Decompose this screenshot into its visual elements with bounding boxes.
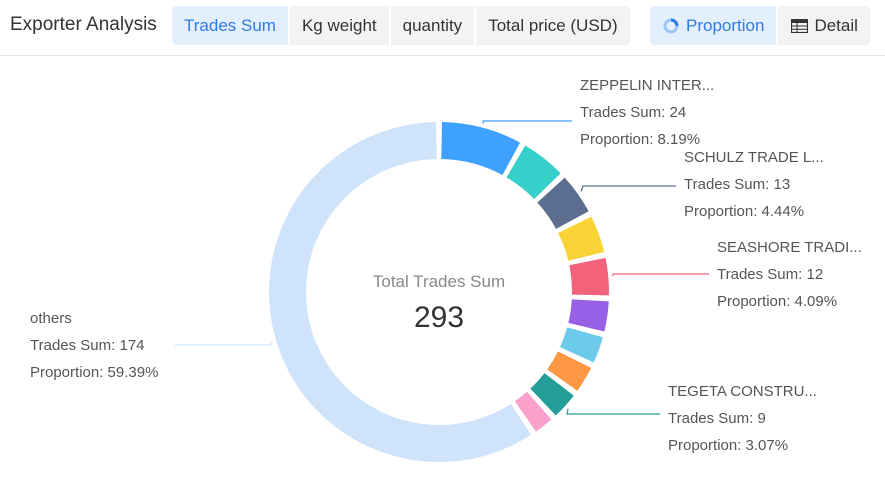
- label-name-0: ZEPPELIN INTER...: [580, 77, 714, 94]
- slice-4[interactable]: [569, 257, 609, 296]
- slice-6[interactable]: [560, 327, 603, 363]
- label-value-10: Trades Sum: 174: [30, 337, 145, 354]
- slice-1[interactable]: [506, 145, 561, 200]
- slice-labels: ZEPPELIN INTER... Trades Sum: 24 Proportio…: [30, 77, 862, 454]
- tab-detail-label: Detail: [814, 16, 858, 35]
- label-proportion-8: Proportion: 3.07%: [668, 437, 788, 454]
- metric-tab-group: Trades Sum Kg weight quantity Total pric…: [172, 6, 630, 45]
- leader-line-2: [580, 185, 676, 192]
- center-title: Total Trades Sum: [373, 272, 505, 291]
- tab-trades-sum[interactable]: Trades Sum: [172, 6, 288, 45]
- label-value-8: Trades Sum: 9: [668, 410, 766, 427]
- page-title: Exporter Analysis: [10, 14, 157, 35]
- leader-line-0: [482, 120, 572, 124]
- leader-line-10: [175, 342, 273, 346]
- slice-10[interactable]: [269, 122, 532, 462]
- label-name-4: SEASHORE TRADI...: [717, 239, 862, 256]
- label-proportion-10: Proportion: 59.39%: [30, 364, 158, 381]
- label-value-0: Trades Sum: 24: [580, 104, 686, 121]
- donut-chart: ZEPPELIN INTER... Trades Sum: 24 Proportio…: [30, 77, 862, 462]
- leader-line-4: [611, 273, 709, 277]
- slice-3[interactable]: [558, 216, 605, 261]
- tab-proportion-label: Proportion: [686, 16, 765, 35]
- slice-2[interactable]: [537, 177, 589, 229]
- tab-kg-weight[interactable]: Kg weight: [287, 6, 389, 45]
- donut-slices: [269, 122, 609, 462]
- label-name-2: SCHULZ TRADE L...: [684, 149, 824, 166]
- label-proportion-0: Proportion: 8.19%: [580, 131, 700, 148]
- center-value: 293: [414, 301, 464, 334]
- tab-proportion[interactable]: Proportion: [650, 6, 777, 45]
- label-name-10: others: [30, 310, 72, 327]
- header-bar: Exporter Analysis Trades Sum Kg weight q…: [0, 0, 885, 56]
- label-value-2: Trades Sum: 13: [684, 176, 790, 193]
- label-value-4: Trades Sum: 12: [717, 266, 823, 283]
- label-proportion-4: Proportion: 4.09%: [717, 293, 837, 310]
- table-icon: [790, 17, 808, 35]
- slice-9[interactable]: [514, 391, 552, 432]
- label-proportion-2: Proportion: 4.44%: [684, 203, 804, 220]
- slice-7[interactable]: [547, 351, 592, 391]
- tab-detail[interactable]: Detail: [776, 6, 870, 45]
- donut-chart-icon: [662, 17, 680, 35]
- tab-quantity[interactable]: quantity: [388, 6, 475, 45]
- view-tab-group: Proportion Detail: [650, 6, 870, 45]
- slice-5[interactable]: [568, 299, 609, 332]
- leader-lines: [175, 120, 709, 415]
- leader-line-8: [566, 408, 660, 415]
- label-name-8: TEGETA CONSTRU...: [668, 383, 817, 400]
- slice-0[interactable]: [441, 122, 521, 176]
- slice-8[interactable]: [530, 373, 574, 416]
- tab-total-price[interactable]: Total price (USD): [474, 6, 630, 45]
